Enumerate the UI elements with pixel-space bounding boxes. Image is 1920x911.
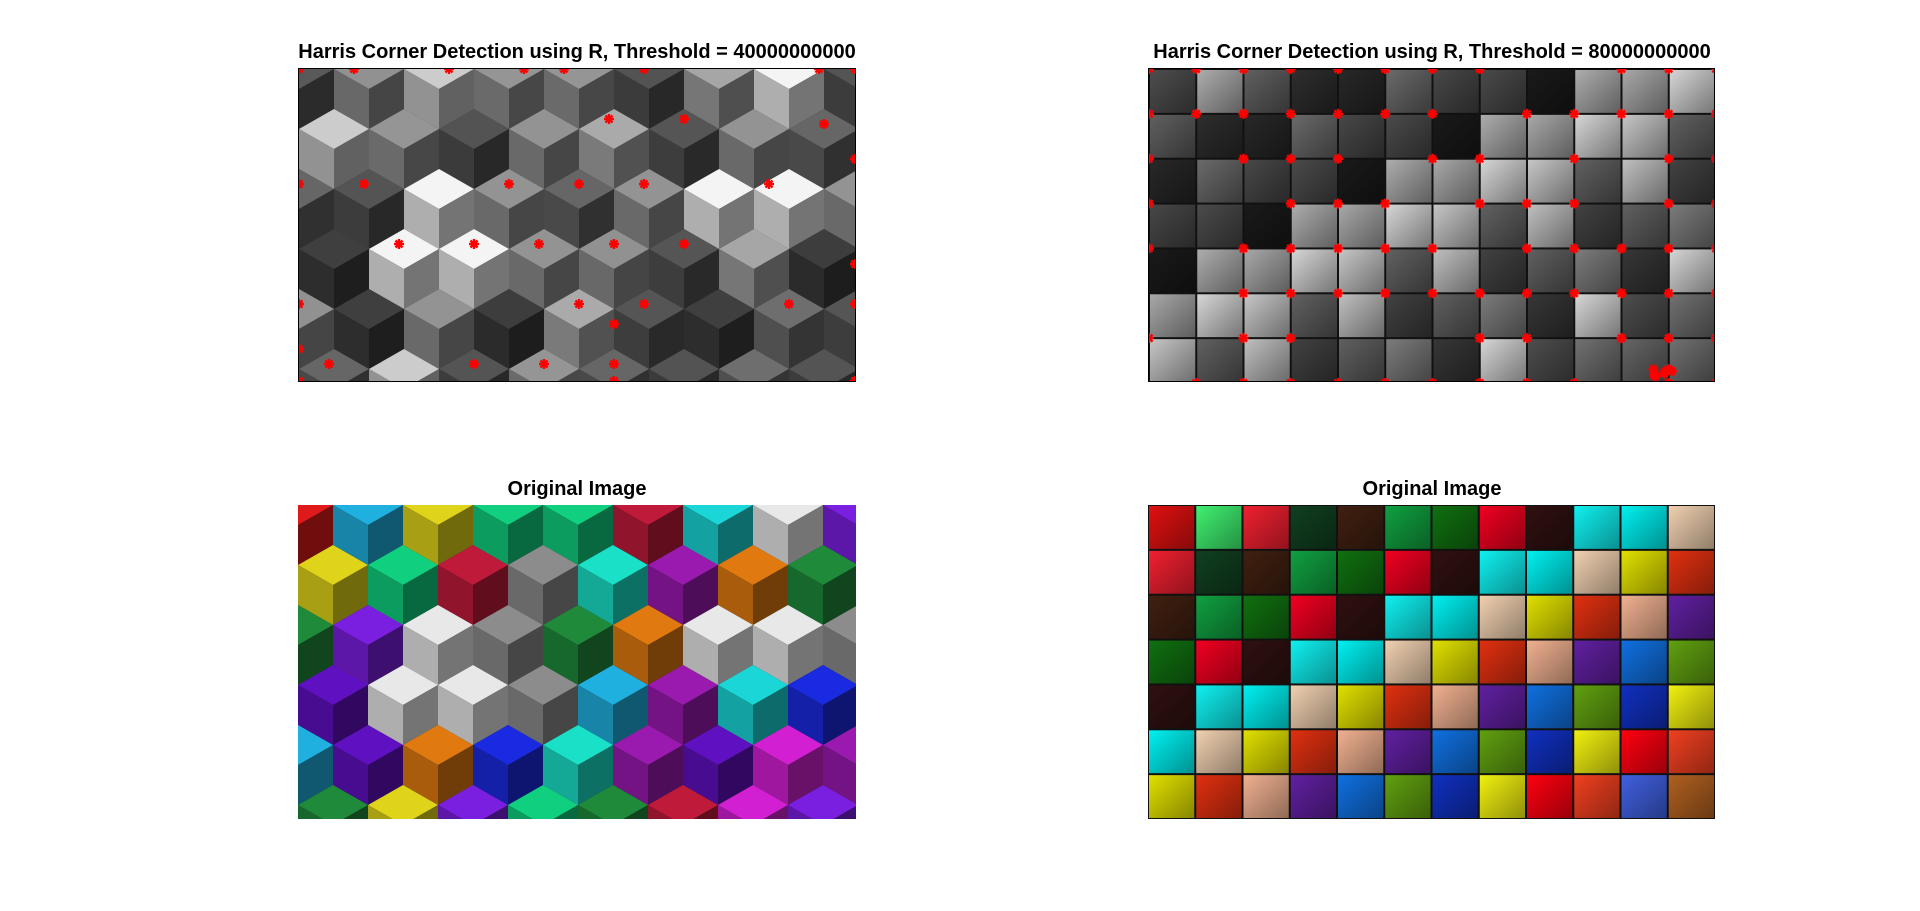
panel-title-top-right: Harris Corner Detection using R, Thresho… (1153, 41, 1711, 63)
gray-tiles-image (1149, 69, 1714, 381)
image-axes-color-cubes (298, 505, 856, 819)
panel-title-bottom-right: Original Image (1362, 478, 1502, 500)
color-cubes-image (298, 505, 856, 819)
gray-cubes-image (299, 69, 855, 381)
image-axes-color-tiles (1148, 505, 1715, 819)
image-axes-gray-cubes (298, 68, 856, 382)
panel-title-top-left: Harris Corner Detection using R, Thresho… (298, 41, 856, 63)
image-axes-gray-tiles (1148, 68, 1715, 382)
panel-title-bottom-left: Original Image (507, 478, 647, 500)
color-tiles-image (1148, 505, 1715, 819)
